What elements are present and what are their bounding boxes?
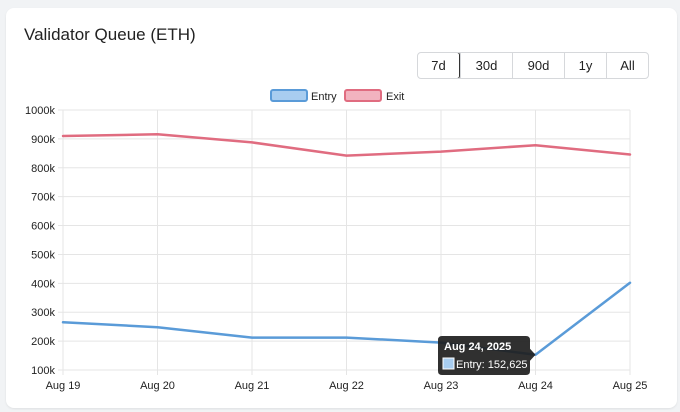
legend-exit-swatch[interactable]	[344, 89, 382, 102]
tooltip-background	[438, 336, 536, 375]
range-90d-button[interactable]: 90d	[512, 53, 564, 78]
y-tick-label: 1000k	[25, 105, 55, 117]
x-tick-label: Aug 23	[424, 380, 459, 392]
y-tick-label: 300k	[31, 307, 55, 319]
range-7d-button[interactable]: 7d	[418, 53, 460, 78]
y-tick-label: 700k	[31, 192, 55, 204]
x-tick-label: Aug 22	[329, 380, 364, 392]
legend: Entry Exit	[270, 89, 404, 103]
range-all-button[interactable]: All	[606, 53, 648, 78]
y-tick-label: 100k	[31, 365, 55, 377]
range-selector: 7d 30d 90d 1y All	[417, 52, 649, 79]
range-30d-button[interactable]: 30d	[460, 53, 512, 78]
y-tick-label: 800k	[31, 163, 55, 175]
y-tick-label: 200k	[31, 336, 55, 348]
y-tick-label: 400k	[31, 278, 55, 290]
x-tick-label: Aug 25	[613, 380, 648, 392]
chart-title: Validator Queue (ETH)	[24, 25, 196, 44]
legend-exit-label[interactable]: Exit	[386, 91, 404, 103]
y-tick-label: 500k	[31, 249, 55, 261]
series-line-entry[interactable]	[61, 281, 632, 357]
axis-ticks: 100k 200k 300k 400k 500k 600k 700k 800k 900k 1000…	[25, 105, 647, 392]
legend-entry-label[interactable]: Entry	[311, 91, 337, 103]
x-tick-label: Aug 21	[235, 380, 270, 392]
tooltip-label: Entry: 152,625	[456, 359, 528, 371]
series-line-exit[interactable]	[61, 133, 632, 157]
tooltip-swatch	[442, 357, 455, 370]
y-tick-label: 900k	[31, 134, 55, 146]
legend-entry-swatch[interactable]	[270, 89, 308, 102]
x-tick-label: Aug 19	[46, 380, 81, 392]
x-tick-label: Aug 24	[518, 380, 553, 392]
tooltip-title: Aug 24, 2025	[444, 341, 511, 353]
series	[61, 133, 632, 357]
grid	[58, 109, 631, 375]
range-1y-button[interactable]: 1y	[564, 53, 606, 78]
y-tick-label: 600k	[31, 221, 55, 233]
tooltip: Aug 24, 2025 Entry: 152,625	[438, 336, 536, 375]
x-tick-label: Aug 20	[140, 380, 175, 392]
